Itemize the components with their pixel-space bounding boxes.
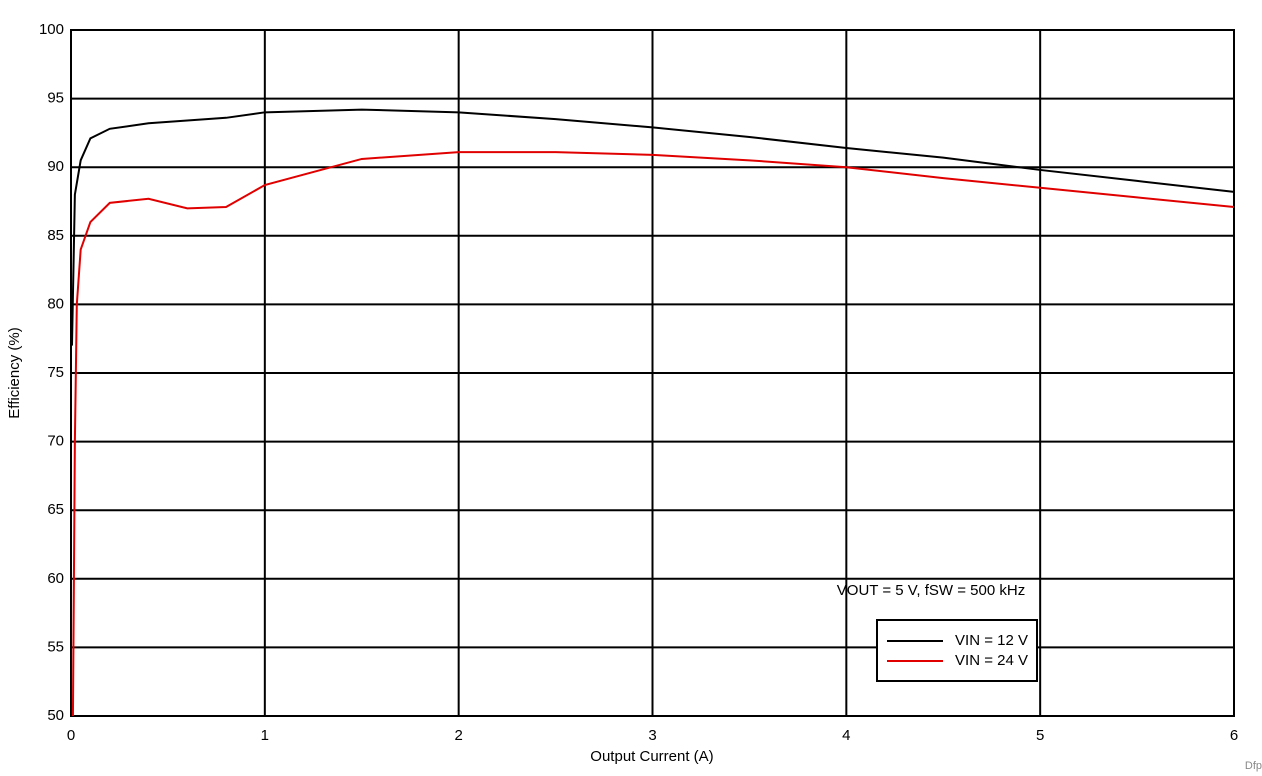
y-tick-label: 65 xyxy=(47,501,64,518)
y-tick-label: 55 xyxy=(47,638,64,655)
legend-label: VIN = 24 V xyxy=(955,652,1028,669)
y-tick-label: 100 xyxy=(39,21,64,38)
x-tick-label: 2 xyxy=(454,727,462,744)
x-axis-title: Output Current (A) xyxy=(590,748,713,765)
y-tick-label: 60 xyxy=(47,570,64,587)
legend-box xyxy=(876,619,1038,682)
x-tick-label: 6 xyxy=(1230,727,1238,744)
y-tick-label: 75 xyxy=(47,364,64,381)
x-tick-label: 3 xyxy=(648,727,656,744)
footnote: Dfp xyxy=(1245,760,1262,772)
y-axis-title: Efficiency (%) xyxy=(6,327,23,418)
line-series xyxy=(71,151,1235,717)
x-tick-label: 5 xyxy=(1036,727,1044,744)
y-tick-label: 70 xyxy=(47,433,64,450)
x-tick-label: 4 xyxy=(842,727,850,744)
line-series xyxy=(70,108,1235,346)
legend-label: VIN = 12 V xyxy=(955,632,1028,649)
y-tick-label: 50 xyxy=(47,707,64,724)
y-tick-label: 90 xyxy=(47,158,64,175)
x-tick-label: 1 xyxy=(261,727,269,744)
plot-frame xyxy=(70,29,1235,717)
annotation: VOUT = 5 V, fSW = 500 kHz xyxy=(837,582,1025,599)
y-tick-label: 95 xyxy=(47,90,64,107)
y-tick-label: 85 xyxy=(47,227,64,244)
y-tick-label: 80 xyxy=(47,295,64,312)
x-tick-label: 0 xyxy=(67,727,75,744)
